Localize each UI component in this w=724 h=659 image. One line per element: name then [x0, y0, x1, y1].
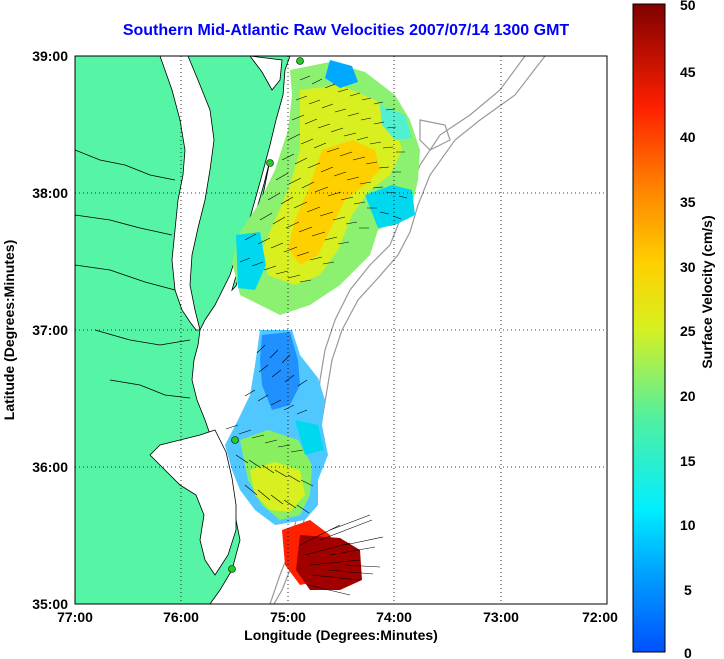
- x-tick-label: 75:00: [270, 609, 306, 625]
- y-tick-label: 39:00: [32, 48, 68, 64]
- x-tick-label: 74:00: [376, 609, 412, 625]
- colorbar-tick-label: 10: [680, 517, 696, 533]
- station-marker: [266, 159, 274, 167]
- y-axis-label: Latitude (Degrees:Minutes): [1, 240, 17, 420]
- map-area: [75, 56, 607, 604]
- radar-stations: [228, 57, 304, 573]
- y-tick-label: 37:00: [32, 322, 68, 338]
- x-ticks: 77:00 76:00 75:00 74:00 73:00 72:00: [57, 609, 618, 625]
- delaware-bay: [249, 56, 283, 91]
- x-axis-label: Longitude (Degrees:Minutes): [244, 627, 438, 643]
- station-marker: [296, 57, 304, 65]
- pamlico-sound: [149, 429, 237, 576]
- station-marker: [231, 436, 239, 444]
- colorbar-tick-label: 5: [684, 582, 692, 598]
- velocity-field-north: [232, 60, 420, 315]
- colorbar-label: Surface Velocity (cm/s): [699, 215, 715, 368]
- colorbar-tick-label: 15: [680, 453, 696, 469]
- plot-frame: [74, 55, 608, 605]
- land-mass: [75, 56, 291, 604]
- map-title: Southern Mid-Atlantic Raw Velocities 200…: [122, 22, 570, 39]
- colorbar-tick-label: 0: [684, 645, 692, 659]
- x-tick-label: 73:00: [483, 609, 519, 625]
- colorbar-tick-label: 45: [680, 64, 696, 80]
- river-inlets: [75, 149, 191, 399]
- colorbar: [632, 3, 666, 653]
- colorbar-tick-label: 25: [680, 323, 696, 339]
- y-tick-label: 38:00: [32, 185, 68, 201]
- x-tick-label: 76:00: [163, 609, 199, 625]
- colorbar-tick-label: 35: [680, 194, 696, 210]
- colorbar-tick-label: 20: [680, 388, 696, 404]
- colorbar-tick-label: 40: [680, 129, 696, 145]
- velocity-vectors: [225, 75, 408, 596]
- gridlines: [75, 56, 607, 604]
- x-tick-label: 72:00: [582, 609, 618, 625]
- y-tick-label: 35:00: [32, 596, 68, 612]
- colorbar-ticks: 50 45 40 35 30 25 20 15 10 5 0: [680, 0, 696, 659]
- station-marker: [228, 565, 236, 573]
- x-tick-label: 77:00: [57, 609, 93, 625]
- y-tick-label: 36:00: [32, 459, 68, 475]
- colorbar-tick-label: 50: [680, 0, 696, 13]
- y-ticks: 39:00 38:00 37:00 36:00 35:00: [32, 48, 68, 612]
- colorbar-tick-label: 30: [680, 259, 696, 275]
